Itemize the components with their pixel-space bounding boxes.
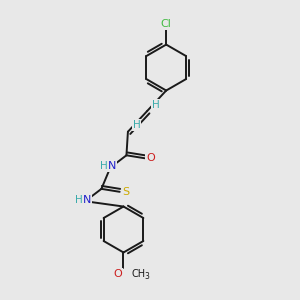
Text: CH: CH	[132, 269, 146, 279]
Text: N: N	[82, 195, 91, 205]
Text: H: H	[133, 120, 141, 130]
Text: S: S	[123, 187, 130, 197]
Text: O: O	[114, 269, 123, 279]
Text: N: N	[107, 161, 116, 171]
Text: O: O	[146, 153, 155, 163]
Text: Cl: Cl	[161, 19, 172, 29]
Text: H: H	[75, 195, 82, 205]
Text: 3: 3	[145, 272, 150, 280]
Text: H: H	[152, 100, 160, 110]
Text: H: H	[100, 161, 108, 171]
